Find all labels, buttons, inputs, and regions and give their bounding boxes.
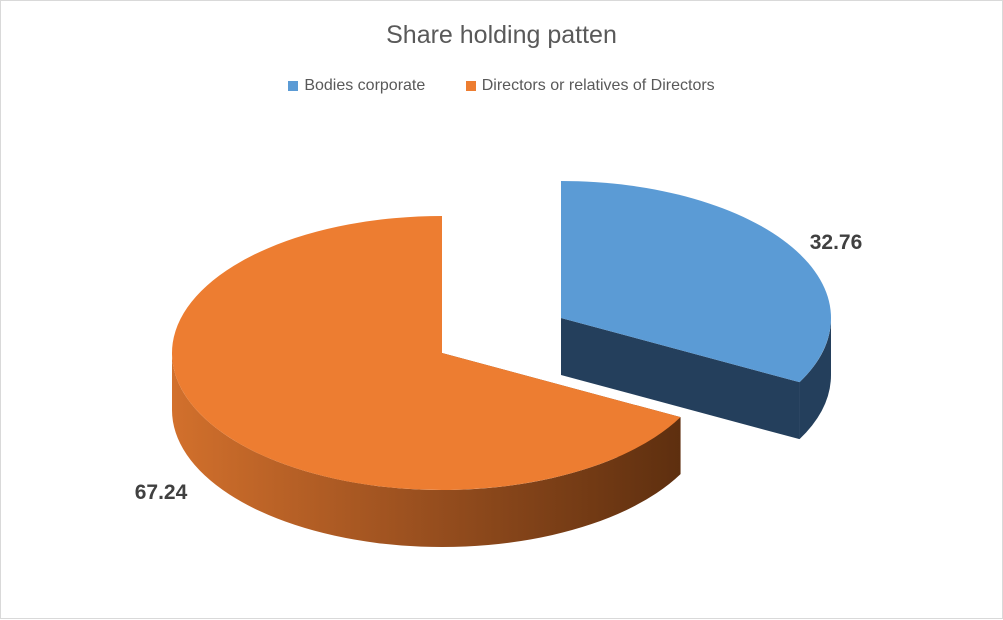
slice-side-face [561,318,800,440]
pie-slice-directors [171,216,681,490]
legend-item-bodies-corporate: Bodies corporate [288,77,425,95]
legend-item-directors: Directors or relatives of Directors [465,77,715,95]
legend-swatch [288,81,299,91]
legend-label: Directors or relatives of Directors [481,77,715,94]
legend: Bodies corporate Directors or relatives … [1,77,1002,96]
pie-slice-bodies-corporate [561,181,831,383]
chart-title: Share holding patten [386,21,617,49]
legend-label: Bodies corporate [304,77,426,94]
slice-outer-wall [171,353,681,547]
data-label: 32.76 [810,231,863,254]
data-label: 67.24 [135,481,188,504]
slice-outer-wall [799,318,831,440]
legend-swatch [465,81,476,91]
